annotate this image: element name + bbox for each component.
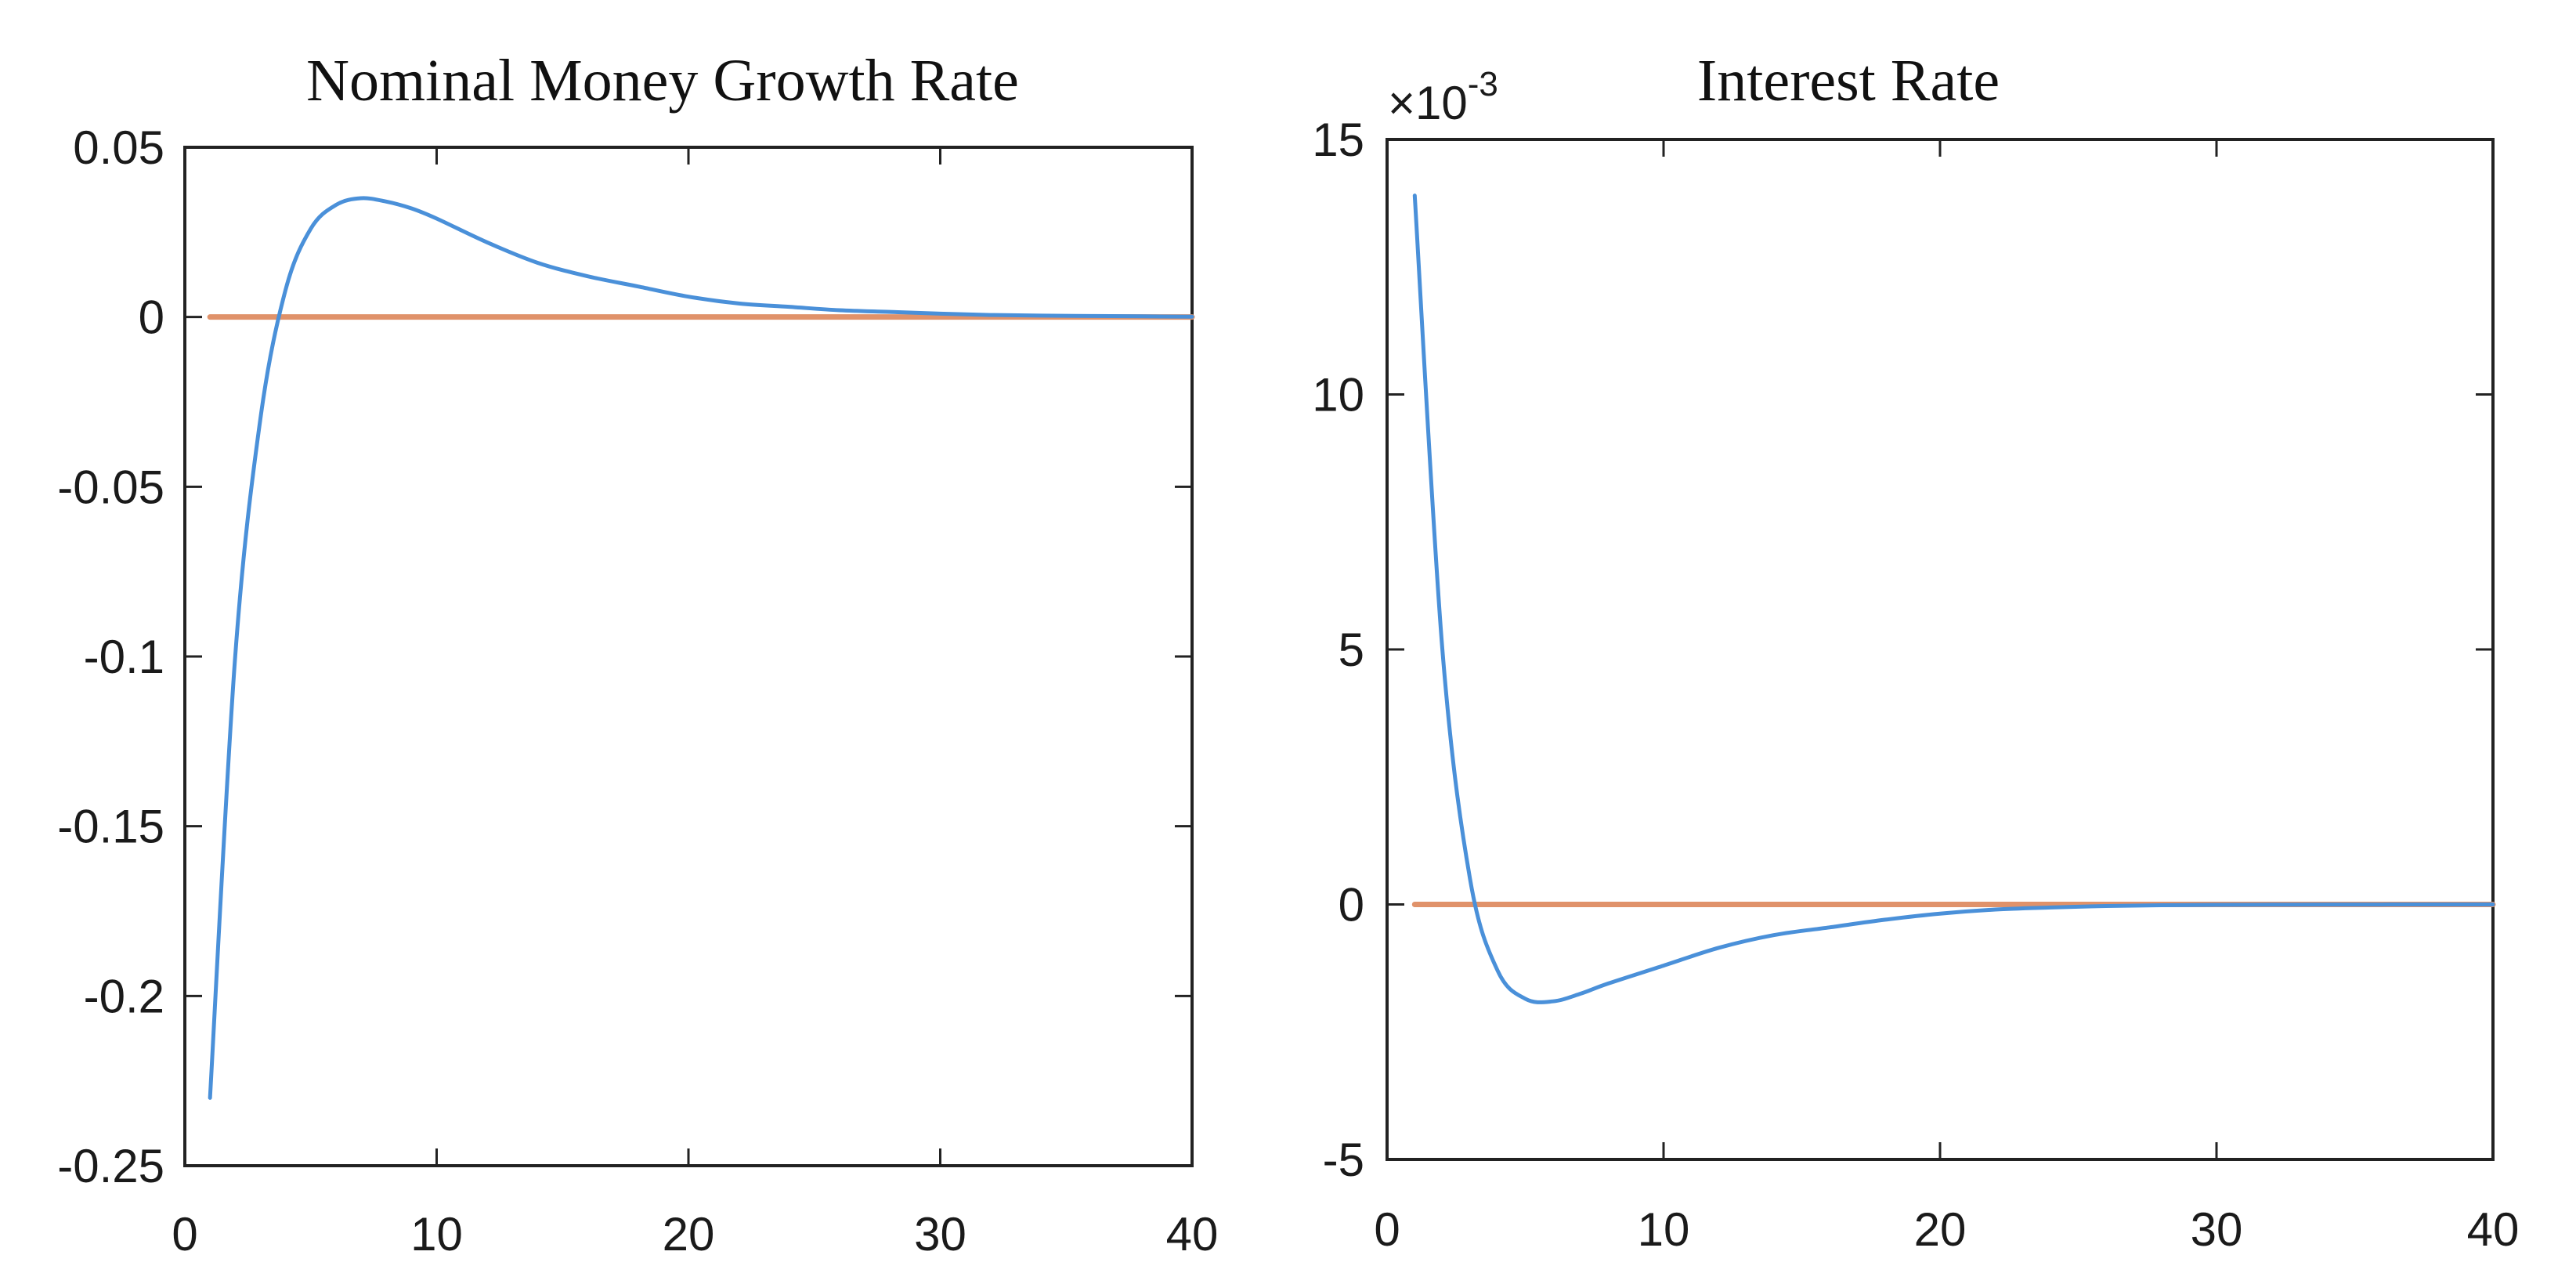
y-tick-label: 0.05 bbox=[73, 121, 164, 174]
x-tick-label: 0 bbox=[1374, 1203, 1400, 1256]
x-tick-label: 10 bbox=[410, 1208, 463, 1260]
x-tick-label: 10 bbox=[1638, 1203, 1690, 1256]
y-tick-label: 0 bbox=[139, 291, 164, 344]
series-group bbox=[207, 196, 1195, 1100]
chart-title: Nominal Money Growth Rate bbox=[306, 48, 1019, 114]
y-tick-label: 5 bbox=[1339, 624, 1364, 676]
y-tick-label: 0 bbox=[1339, 879, 1364, 931]
chart-nominal-money-growth-rate: Nominal Money Growth Rate 0 10 20 30 400.050… bbox=[57, 48, 1218, 1260]
y-multiplier-label: ×10-3 bbox=[1388, 65, 1498, 129]
chart-title: Interest Rate bbox=[1697, 48, 2000, 114]
x-tick-label: 20 bbox=[663, 1208, 715, 1260]
x-tick-label: 30 bbox=[914, 1208, 966, 1260]
y-tick-label: -0.2 bbox=[84, 970, 164, 1022]
y-tick-label: 15 bbox=[1312, 114, 1364, 166]
x-tick-label: 40 bbox=[2467, 1203, 2520, 1256]
y-tick-label: -0.1 bbox=[84, 631, 164, 683]
x-tick-label: 30 bbox=[2191, 1203, 2243, 1256]
y-tick-label: -0.25 bbox=[57, 1140, 164, 1192]
x-tick-label: 40 bbox=[1166, 1208, 1219, 1260]
plot-frame bbox=[183, 146, 1194, 1167]
y-tick-label: -0.15 bbox=[57, 801, 164, 853]
y-tick-label: -0.05 bbox=[57, 461, 164, 513]
x-tick-label: 20 bbox=[1914, 1203, 1967, 1256]
response-line bbox=[208, 196, 1194, 1100]
x-tick-label: 0 bbox=[172, 1208, 197, 1260]
y-tick-label: 10 bbox=[1312, 369, 1364, 421]
y-tick-label: -5 bbox=[1323, 1134, 1364, 1186]
axis-ticks: 0 10 20 30 40 0.05 0 -0.05 -0.1 -0.15 -0.2 -0.25 bbox=[57, 121, 1218, 1260]
plot-frame bbox=[1386, 138, 2495, 1161]
response-line bbox=[1412, 194, 2495, 1004]
series-group bbox=[1411, 194, 2496, 1004]
